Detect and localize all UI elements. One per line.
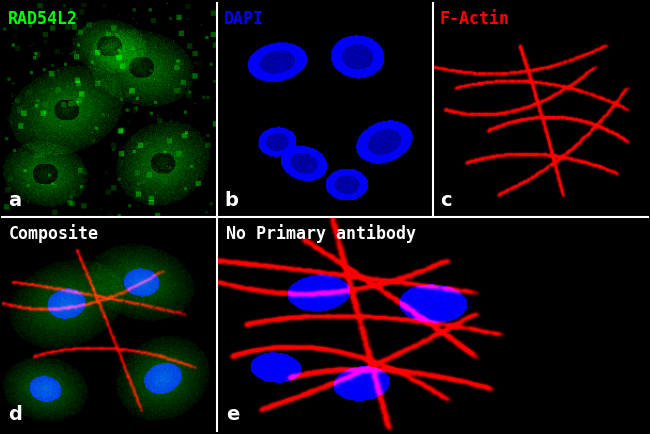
- Text: b: b: [224, 191, 238, 210]
- Text: F-Actin: F-Actin: [440, 10, 510, 28]
- Text: a: a: [8, 191, 21, 210]
- Text: DAPI: DAPI: [224, 10, 264, 28]
- Text: No Primary antibody: No Primary antibody: [226, 224, 417, 243]
- Text: e: e: [226, 405, 240, 424]
- Text: d: d: [8, 405, 22, 424]
- Text: c: c: [440, 191, 452, 210]
- Text: Composite: Composite: [8, 224, 98, 243]
- Text: RAD54L2: RAD54L2: [8, 10, 79, 28]
